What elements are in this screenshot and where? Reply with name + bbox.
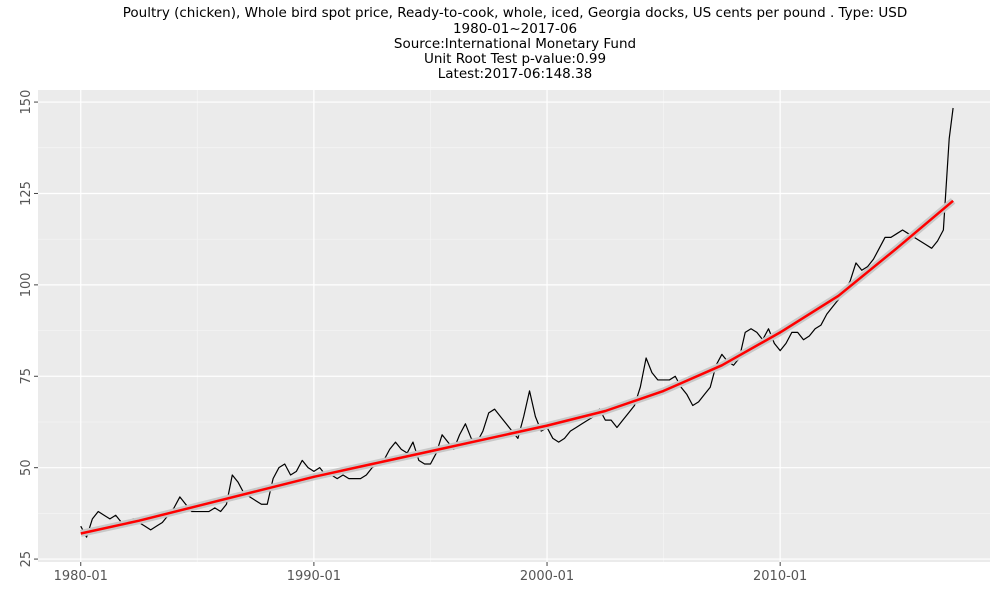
series-line: [80, 107, 954, 538]
chart-title: Poultry (chicken), Whole bird spot price…: [123, 5, 907, 21]
chart-annotation: Latest:2017-06:148.38: [438, 66, 592, 82]
y-tick-label: 150: [19, 90, 34, 115]
titles: Poultry (chicken), Whole bird spot price…: [123, 5, 907, 82]
y-tick-label: 25: [19, 551, 34, 568]
y-tick-label: 50: [19, 459, 34, 476]
panel: [38, 90, 990, 562]
y-tick-label: 75: [19, 368, 34, 385]
y-tick-label: 125: [19, 181, 34, 206]
x-tick-label: 1990-01: [287, 569, 341, 584]
chart-source: Source:International Monetary Fund: [394, 36, 636, 52]
x-tick-label: 2000-01: [520, 569, 574, 584]
y-tick-label: 100: [19, 272, 34, 297]
marks: [79, 107, 956, 538]
trend-line: [80, 199, 954, 535]
x-tick-label: 1980-01: [54, 569, 108, 584]
x-tick-label: 2010-01: [753, 569, 807, 584]
chart-annotation: Unit Root Test p-value:0.99: [424, 51, 606, 67]
grid: 25 50 75 100 125 150 1980-01 1990-01 2000-01 2010…: [19, 90, 990, 584]
chart-subtitle: 1980-01~2017-06: [453, 21, 577, 37]
